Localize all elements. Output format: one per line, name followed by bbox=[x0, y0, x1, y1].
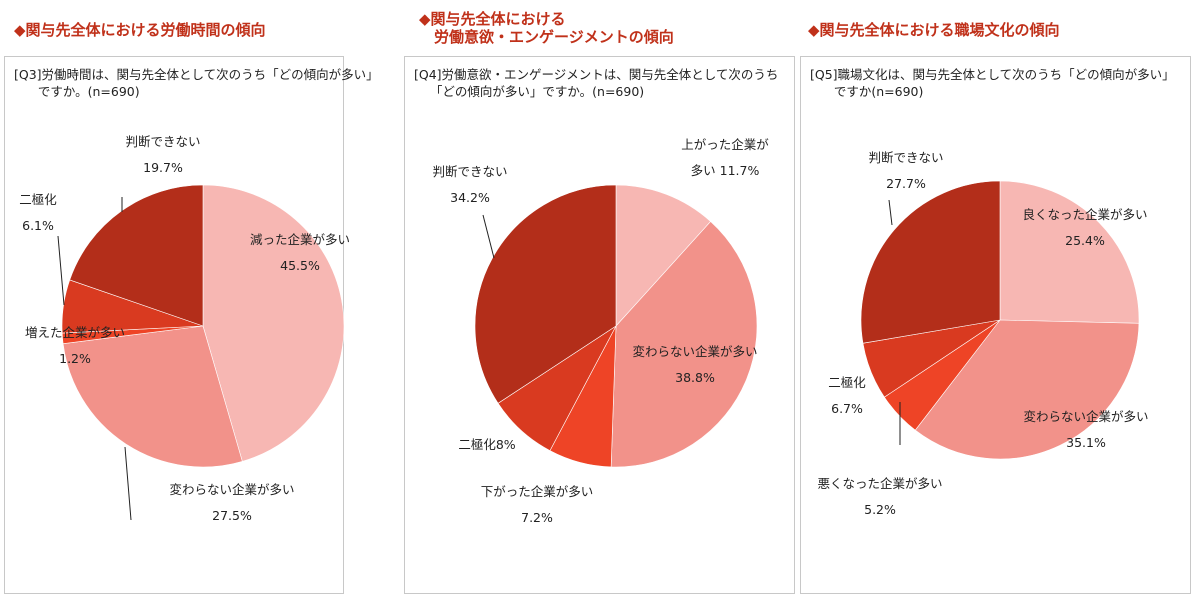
slice-label: 増えた企業が多い bbox=[24, 325, 126, 340]
slice-label: 変わらない企業が多い bbox=[632, 344, 758, 359]
chart-title-q5: ◆関与先全体における職場文化の傾向 bbox=[808, 21, 1060, 39]
slice-value: 45.5% bbox=[280, 258, 320, 273]
slice-value: 6.7% bbox=[831, 401, 863, 416]
data-label: 下がった企業が多い 7.2% bbox=[481, 479, 594, 531]
panel-q4 bbox=[404, 56, 795, 594]
data-label: 変わらない企業が多い 38.8% bbox=[632, 339, 757, 391]
slice-label: 二極化 bbox=[828, 375, 866, 390]
slice-value: 6.1% bbox=[22, 218, 54, 233]
slice-label: 二極化 bbox=[19, 192, 57, 207]
pie-slice bbox=[860, 180, 1001, 344]
data-label: 良くなった企業が多い 25.4% bbox=[1022, 202, 1147, 254]
leader-line bbox=[124, 446, 132, 521]
slice-label: 判断できない bbox=[125, 134, 201, 149]
chart-title-q3: ◆関与先全体における労働時間の傾向 bbox=[14, 21, 266, 39]
pie-slice bbox=[914, 319, 1140, 460]
chart-title-q4: ◆関与先全体における 労働意欲・エンゲージメントの傾向 bbox=[419, 10, 674, 46]
slice-value: 5.2% bbox=[864, 502, 896, 517]
slice-label: 良くなった企業が多い bbox=[1022, 207, 1148, 222]
data-label: 二極化8% bbox=[458, 432, 515, 458]
pie-slice bbox=[62, 325, 243, 468]
question-q3: [Q3]労働時間は、関与先全体として次のうち「どの傾向が多い」 ですか。(n=6… bbox=[14, 67, 379, 99]
slice-value: 7.2% bbox=[521, 510, 553, 525]
slice-label: 減った企業が多い bbox=[249, 232, 351, 247]
data-label: 変わらない企業が多い 27.5% bbox=[169, 477, 294, 529]
data-label: 判断できない 19.7% bbox=[125, 129, 200, 181]
pie-slice bbox=[610, 221, 758, 468]
slice-label: 判断できない bbox=[432, 164, 508, 179]
panel-q5 bbox=[800, 56, 1191, 594]
data-label: 変わらない企業が多い 35.1% bbox=[1023, 404, 1148, 456]
data-label: 判断できない 34.2% bbox=[432, 159, 507, 211]
slice-label: 変わらない企業が多い bbox=[169, 482, 295, 497]
pie-slice bbox=[999, 180, 1140, 324]
slice-value: 19.7% bbox=[143, 160, 183, 175]
slice-label: 下がった企業が多い bbox=[480, 484, 594, 499]
leader-line bbox=[888, 199, 893, 226]
slice-value: 34.2% bbox=[450, 190, 490, 205]
question-q5: [Q5]職場文化は、関与先全体として次のうち「どの傾向が多い」 ですか(n=69… bbox=[810, 67, 1175, 99]
slice-value: 35.1% bbox=[1066, 435, 1106, 450]
slice-value: 27.7% bbox=[886, 176, 926, 191]
slice-label: 悪くなった企業が多い bbox=[817, 476, 943, 491]
leader-line bbox=[57, 235, 65, 306]
slice-label: 上がった企業が多い bbox=[681, 137, 769, 178]
slice-label: 判断できない bbox=[868, 150, 944, 165]
data-label: 悪くなった企業が多い 5.2% bbox=[817, 471, 942, 523]
data-label: 判断できない 27.7% bbox=[868, 145, 943, 197]
slice-value: 38.8% bbox=[675, 370, 715, 385]
data-label: 減った企業が多い 45.5% bbox=[250, 227, 350, 279]
pie-slice bbox=[202, 184, 345, 462]
slice-value: 25.4% bbox=[1065, 233, 1105, 248]
pie-slice bbox=[474, 184, 617, 404]
slice-value: 27.5% bbox=[212, 508, 252, 523]
slice-label: 二極化 bbox=[458, 437, 496, 452]
leader-line bbox=[482, 214, 495, 259]
slice-label: 変わらない企業が多い bbox=[1023, 409, 1149, 424]
slice-value: 1.2% bbox=[59, 351, 91, 366]
question-q4: [Q4]労働意欲・エンゲージメントは、関与先全体として次のうち 「どの傾向が多い… bbox=[414, 67, 779, 99]
pie-slice bbox=[69, 184, 204, 327]
slice-value: 11.7% bbox=[719, 163, 760, 178]
data-label: 上がった企業が多い 11.7% bbox=[677, 132, 773, 184]
data-label: 二極化 6.1% bbox=[19, 187, 57, 239]
pie-slice bbox=[615, 184, 712, 327]
slice-value: 8% bbox=[495, 437, 516, 452]
data-label: 二極化 6.7% bbox=[828, 370, 866, 422]
data-label: 増えた企業が多い 1.2% bbox=[25, 320, 125, 372]
